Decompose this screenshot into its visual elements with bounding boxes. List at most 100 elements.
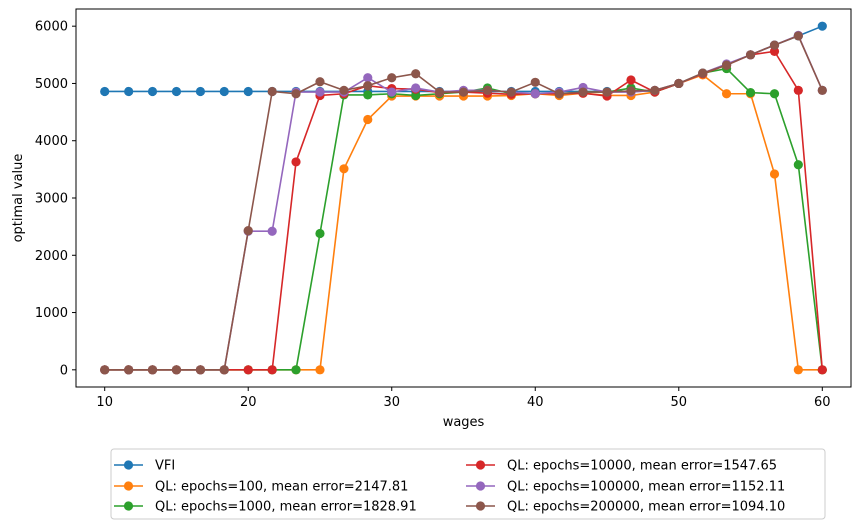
- legend-item: QL: epochs=100000, mean error=1152.11: [466, 480, 785, 495]
- x-tick-label: 20: [240, 395, 257, 410]
- series-5: [100, 31, 827, 375]
- x-tick-label: 30: [383, 395, 400, 410]
- data-point: [458, 87, 469, 97]
- data-point: [745, 50, 756, 60]
- legend-marker: [123, 481, 134, 491]
- x-axis-ticks: 10 20 30 40 50 60: [96, 387, 831, 410]
- legend-item: VFI: [114, 459, 175, 474]
- data-point: [291, 365, 301, 375]
- data-point: [745, 88, 756, 98]
- y-axis-ticks: 0 1000 2000 3000 4000 5000 6000: [35, 20, 76, 378]
- data-point: [578, 87, 588, 97]
- data-point: [769, 40, 780, 50]
- data-point: [315, 77, 325, 87]
- legend-marker: [475, 460, 486, 470]
- data-point: [124, 365, 134, 375]
- data-point: [793, 85, 803, 95]
- data-point: [626, 75, 636, 85]
- data-point: [769, 89, 780, 99]
- data-point: [315, 87, 325, 97]
- data-point: [363, 73, 373, 83]
- data-point: [698, 68, 708, 78]
- data-point: [387, 87, 397, 97]
- data-point: [387, 73, 397, 83]
- data-point: [434, 87, 445, 97]
- data-point: [291, 157, 301, 167]
- data-point: [817, 21, 827, 31]
- data-point: [195, 365, 206, 375]
- plot-series-group: [100, 21, 827, 375]
- legend-item: QL: epochs=1000, mean error=1828.91: [114, 500, 417, 515]
- x-tick-label: 40: [527, 395, 544, 410]
- data-point: [315, 365, 325, 375]
- data-point: [674, 78, 684, 89]
- data-point: [267, 365, 277, 375]
- data-point: [363, 90, 373, 100]
- data-point: [171, 86, 182, 97]
- data-point: [721, 89, 732, 99]
- data-point: [100, 365, 110, 375]
- data-point: [793, 31, 803, 41]
- y-tick-label: 2000: [35, 249, 68, 264]
- data-point: [626, 86, 636, 96]
- legend-label: VFI: [155, 459, 175, 474]
- data-point: [267, 226, 277, 236]
- legend-label: QL: epochs=100, mean error=2147.81: [155, 480, 408, 495]
- data-point: [482, 85, 493, 95]
- data-point: [219, 86, 229, 97]
- data-point: [171, 365, 182, 375]
- legend-marker: [123, 501, 134, 511]
- data-point: [411, 90, 421, 101]
- x-tick-label: 10: [96, 395, 113, 410]
- data-point: [506, 87, 516, 97]
- data-point: [650, 85, 660, 95]
- legend-marker: [123, 460, 134, 470]
- legend-item: QL: epochs=100, mean error=2147.81: [114, 480, 408, 495]
- data-point: [339, 164, 349, 174]
- legend-marker: [475, 481, 486, 491]
- y-tick-label: 6000: [35, 20, 68, 35]
- legend: VFI QL: epochs=100, mean error=2147.81 QL:…: [110, 448, 826, 520]
- data-point: [243, 226, 253, 236]
- legend-label: QL: epochs=100000, mean error=1152.11: [507, 480, 785, 495]
- legend-label: QL: epochs=1000, mean error=1828.91: [155, 500, 417, 515]
- data-point: [100, 86, 110, 97]
- legend-item: QL: epochs=10000, mean error=1547.65: [466, 459, 777, 474]
- data-point: [817, 85, 827, 95]
- data-point: [411, 83, 421, 93]
- x-tick-label: 60: [814, 395, 831, 410]
- y-tick-label: 3000: [35, 192, 68, 207]
- y-tick-label: 0: [60, 363, 68, 378]
- legend-label: QL: epochs=10000, mean error=1547.65: [507, 459, 777, 474]
- data-point: [602, 87, 612, 97]
- data-point: [817, 365, 827, 375]
- data-point: [793, 365, 803, 375]
- data-point: [219, 365, 229, 375]
- y-tick-label: 4000: [35, 134, 68, 149]
- data-point: [195, 86, 206, 97]
- legend-marker: [475, 501, 486, 511]
- data-point: [291, 89, 301, 99]
- data-point: [315, 228, 325, 239]
- data-point: [363, 81, 373, 91]
- legend-item: QL: epochs=200000, mean error=1094.10: [466, 500, 785, 515]
- data-point: [793, 160, 803, 170]
- data-point: [530, 77, 540, 87]
- y-tick-label: 1000: [35, 306, 68, 321]
- data-point: [721, 60, 732, 70]
- data-point: [530, 89, 540, 99]
- x-tick-label: 50: [671, 395, 688, 410]
- legend-label: QL: epochs=200000, mean error=1094.10: [507, 500, 785, 515]
- data-point: [769, 46, 780, 56]
- x-axis-title: wages: [443, 415, 485, 430]
- data-point: [339, 85, 349, 95]
- data-point: [769, 169, 780, 179]
- data-point: [243, 86, 253, 97]
- data-point: [411, 69, 421, 79]
- y-axis-title: optimal value: [11, 154, 26, 243]
- data-point: [147, 86, 158, 97]
- data-point: [147, 365, 158, 375]
- data-point: [363, 114, 373, 125]
